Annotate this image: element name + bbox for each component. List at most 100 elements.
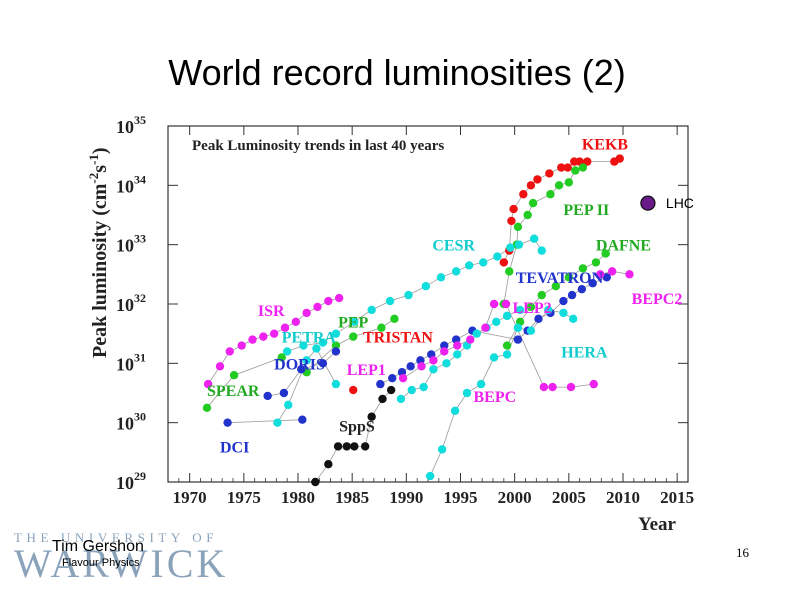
data-point-cesr: [479, 258, 488, 267]
series-label: PETRA: [282, 330, 337, 347]
data-point-spps: [333, 442, 343, 451]
series-label: PEP II: [563, 202, 609, 219]
x-tick-label: 1970: [173, 488, 207, 507]
data-point-dafne: [502, 341, 512, 350]
data-point-pep: [331, 341, 341, 350]
series-label: DCI: [220, 439, 249, 456]
data-point-tevatron: [602, 273, 611, 282]
y-tick-label: 1030: [116, 410, 146, 434]
data-point-cesr: [318, 338, 328, 347]
y-tick-label: 1033: [116, 232, 146, 256]
data-point-tevatron: [376, 379, 385, 389]
series-label: DAFNE: [596, 238, 651, 255]
data-point-isr: [324, 296, 333, 306]
data-point-bepc: [429, 356, 438, 365]
x-tick-label: 1990: [389, 488, 423, 507]
data-point-kekb: [526, 181, 536, 190]
data-point-isr: [248, 335, 257, 344]
x-tick-label: 2000: [498, 488, 532, 507]
data-point-pep-ii: [528, 198, 538, 208]
data-point-pep-ii: [578, 163, 588, 172]
data-point-bepc: [481, 323, 490, 332]
slide-title: World record luminosities (2): [168, 52, 626, 93]
y-axis-title: Peak luminosity (cm-2s-1): [86, 147, 111, 358]
x-tick-label: 2010: [606, 488, 640, 507]
data-point-cesr: [282, 347, 292, 356]
data-point-petra: [273, 418, 282, 427]
y-tick-base: 10: [116, 473, 134, 493]
data-point-pep: [390, 314, 399, 324]
data-point-isr: [291, 317, 301, 326]
data-point-bepc: [548, 382, 557, 392]
data-point-tevatron: [559, 296, 568, 306]
y-tick-base: 10: [116, 117, 134, 137]
series-label: LEP1: [347, 362, 386, 379]
data-point-lep: [407, 385, 416, 395]
data-point-pep-ii: [546, 190, 555, 199]
data-point-cesr: [493, 252, 502, 261]
data-point-kekb: [499, 258, 509, 267]
data-point-cesr: [404, 290, 413, 300]
data-point-petra: [331, 379, 341, 389]
data-point-dafne: [578, 264, 588, 273]
data-point-spps: [386, 385, 396, 395]
y-axis-title-exp1: -2: [86, 173, 101, 184]
plot-frame: [167, 125, 689, 483]
y-tick-exp: 32: [134, 291, 146, 305]
series-label: TRISTAN: [363, 330, 433, 347]
data-point-spear: [277, 353, 286, 362]
data-point-petra: [284, 400, 293, 410]
data-point-bepc2: [607, 267, 617, 276]
data-point-bepc: [539, 382, 549, 392]
data-point-pep-ii: [554, 181, 564, 190]
data-point-petra: [302, 356, 311, 365]
data-point-spps: [311, 477, 320, 487]
data-point-cesr: [451, 267, 461, 276]
university-logo: THE UNIVERSITY OF WARWICK: [14, 530, 225, 584]
series-label: CESR: [432, 238, 475, 255]
tick-marks: [168, 125, 689, 483]
data-point-dafne: [601, 249, 610, 258]
data-point-hera: [489, 353, 499, 362]
lhc-marker: LHC: [640, 195, 694, 211]
series-label: BEPC2: [632, 291, 683, 308]
author-name: Tim Gershon: [52, 538, 144, 555]
x-tick-label: 1980: [281, 488, 315, 507]
data-point-kekb: [545, 169, 554, 178]
x-tick-label: 2015: [660, 488, 694, 507]
data-point-cesr: [506, 243, 515, 252]
y-tick-exp: 30: [134, 410, 146, 424]
data-point-doris: [331, 347, 341, 356]
y-axis-title-exp2: -1: [86, 154, 101, 165]
data-point-cesr: [385, 296, 395, 306]
data-point-hera: [462, 388, 472, 398]
series-label: DORIS: [274, 356, 325, 373]
data-point-cesr: [529, 234, 539, 243]
data-point-tevatron: [406, 362, 415, 371]
data-point-doris: [318, 359, 328, 368]
data-point-kekb: [509, 204, 518, 214]
data-point-doris: [297, 365, 306, 374]
data-point-pep-ii: [505, 267, 514, 276]
data-point-bepc: [589, 379, 598, 389]
series-label: LEP2: [513, 300, 552, 317]
data-point-cesr: [421, 282, 431, 291]
data-point-spear: [202, 403, 212, 413]
data-point-isr: [215, 362, 225, 371]
data-point-bepc: [398, 373, 408, 383]
data-point-isr: [302, 308, 311, 318]
data-point-cesr: [514, 240, 524, 249]
y-tick-label: 1034: [116, 172, 146, 196]
series-label: SppS: [339, 419, 375, 436]
data-point-dafne: [564, 273, 574, 282]
data-point-dafne: [551, 282, 561, 291]
data-point-tevatron: [534, 314, 543, 324]
data-point-isr: [237, 341, 246, 350]
data-point-bepc: [489, 299, 499, 309]
data-point-lep: [453, 350, 462, 359]
series-labels: KEKB PEP II CESR DAFNE TEVATRON BEPC2 LEP2 ISR P…: [207, 137, 682, 457]
data-point-isr: [203, 379, 213, 389]
y-tick-label: 1032: [116, 291, 146, 315]
data-point-lep: [492, 317, 501, 326]
y-axis-title-close: ): [89, 147, 111, 154]
